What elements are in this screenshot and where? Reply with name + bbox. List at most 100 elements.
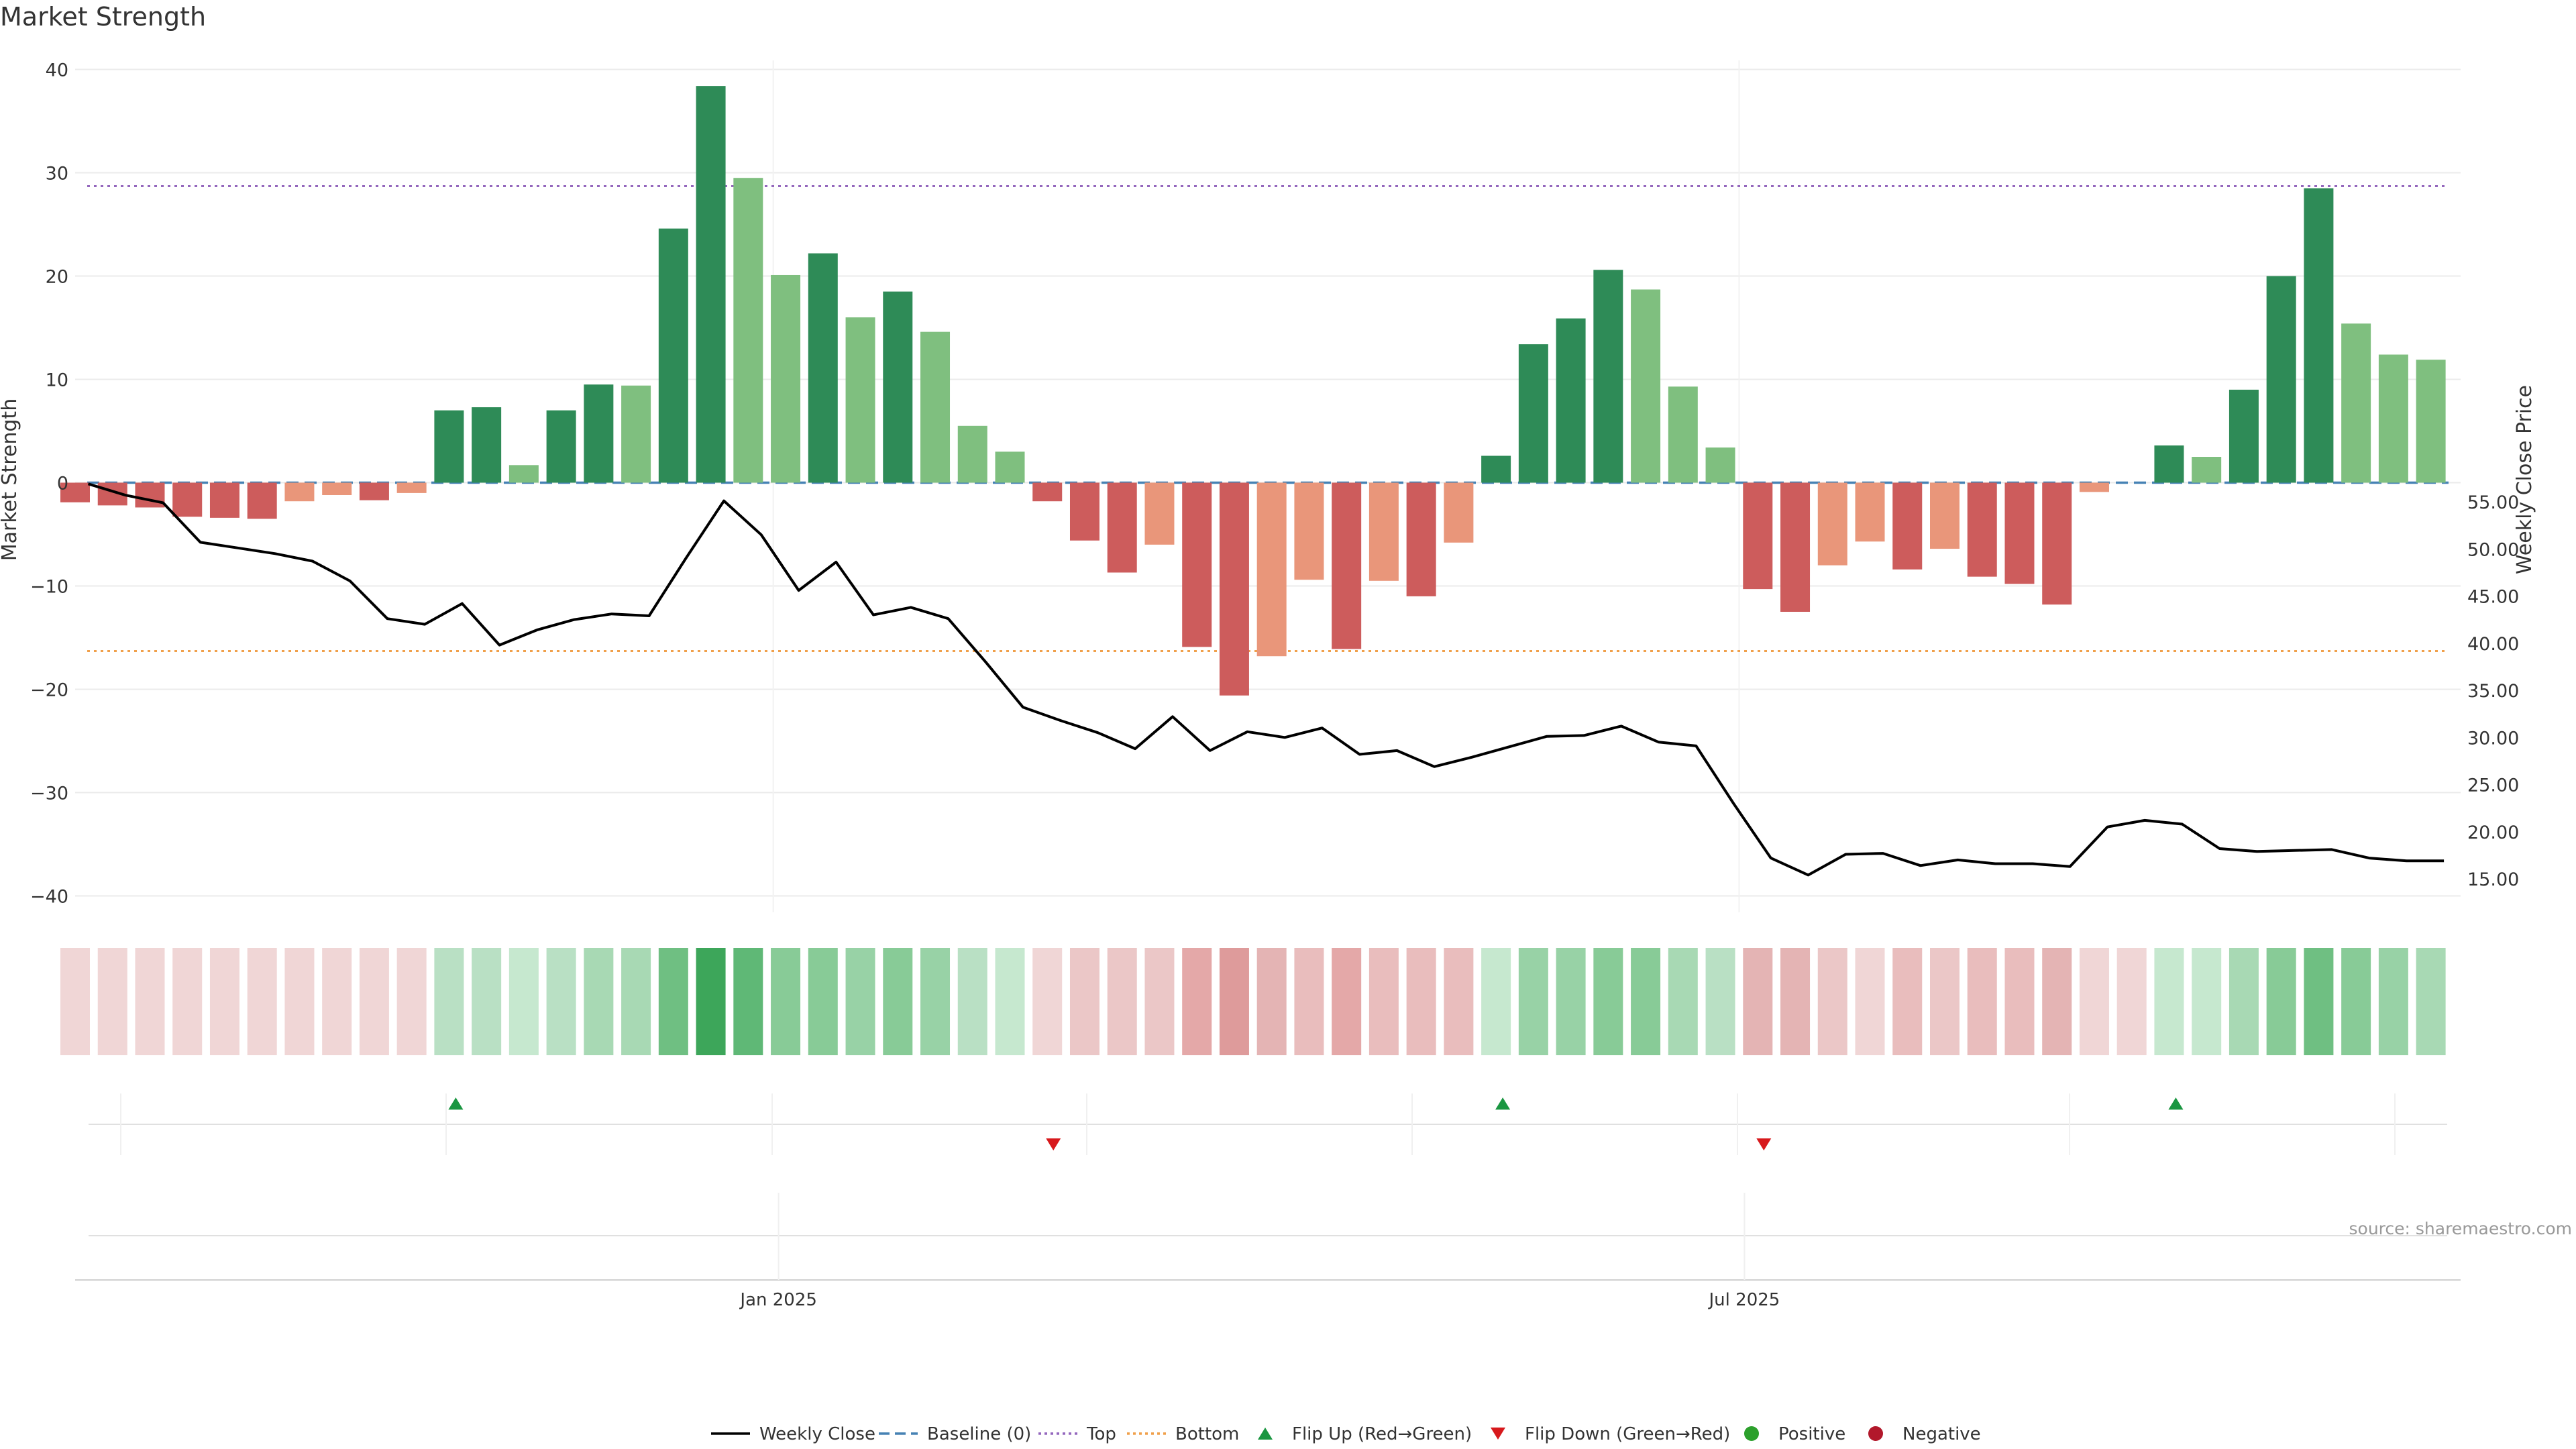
strength-bar [883,291,913,483]
strength-bar [2004,482,2035,584]
y-tick-label: 40 [46,60,68,81]
strength-strip-cell [658,948,688,1055]
strength-bar [1144,482,1175,545]
x-tick-label: Jul 2025 [1708,1290,1780,1310]
strength-bar [1743,482,1773,590]
strength-strip-cell [1743,948,1773,1055]
strength-bar [696,86,726,483]
strength-strip-cell [1107,948,1137,1055]
strength-strip-cell [1556,948,1586,1055]
y-tick-label: 10 [46,370,68,391]
strength-bar [1107,482,1137,573]
strength-strip-cell [97,948,127,1055]
strength-bar [1855,482,1885,542]
strength-bar [60,482,90,502]
y2-tick-label: 20.00 [2467,822,2519,843]
legend-label: Negative [1902,1424,1981,1444]
y-tick-label: −40 [30,887,68,908]
strength-strip-cell [209,948,239,1055]
strength-strip-cell [2154,948,2184,1055]
flip-up-marker [1495,1097,1511,1110]
legend-label: Top [1086,1424,1116,1444]
strength-bar [2154,445,2184,483]
strength-bar [135,482,165,508]
strength-bar [172,482,203,517]
strength-strip-cell [247,948,277,1055]
y2-tick-label: 15.00 [2467,869,2519,890]
strength-strip-cell [696,948,726,1055]
strength-bar [1705,447,1735,483]
strength-strip-cell [2378,948,2408,1055]
strength-strip-cell [1481,948,1511,1055]
flip-up-marker [448,1097,464,1110]
strength-strip-cell [434,948,464,1055]
strength-strip-cell [957,948,987,1055]
legend-label: Flip Down (Green→Red) [1525,1424,1730,1444]
strength-strip-cell [1668,948,1698,1055]
strength-strip-cell [771,948,801,1055]
y2-tick-label: 40.00 [2467,634,2519,655]
strength-bar [2229,389,2259,483]
strength-bar [771,274,801,483]
strength-bar [1032,482,1063,502]
strength-bar [1631,289,1661,483]
flip-down-marker [1756,1138,1772,1150]
y-tick-label: 0 [57,474,68,494]
strength-strip-cell [2304,948,2334,1055]
strength-strip-cell [2341,948,2371,1055]
strength-bar [546,410,576,483]
strength-bar [1481,455,1511,483]
flip-up-marker [2168,1097,2184,1110]
strength-strip-cell [2004,948,2035,1055]
strength-strip-cell [1930,948,1960,1055]
strength-bar [472,407,502,483]
strength-strip-cell [920,948,951,1055]
legend: Weekly Close Baseline (0) Top Bottom Flip Up… [711,1424,1981,1444]
strength-bar [845,317,875,483]
strength-bar [1406,482,1436,596]
strength-bar [2378,354,2408,483]
axis-tick-labels: 40 30 20 10 0 −10 −20 −30 −40 55.00 50.00 45.00 40.0… [30,60,2519,1311]
strength-strip-cell [2229,948,2259,1055]
strength-strip-cell [883,948,913,1055]
strength-bar [247,482,277,519]
strength-strip-cell [1182,948,1212,1055]
strength-strip-cell [1631,948,1661,1055]
strength-strip-cell [1967,948,1997,1055]
strength-bar [995,451,1025,483]
legend-label: Flip Up (Red→Green) [1292,1424,1472,1444]
strength-strip-cell [621,948,651,1055]
strength-bar [1593,270,1623,483]
strength-strip-cell [2192,948,2222,1055]
strength-bar [284,482,315,502]
strength-strip-cell [1518,948,1548,1055]
strength-strip-cell [1256,948,1287,1055]
chart-title: Market Strength [0,2,206,32]
secondary-y-axis-label: Weekly Close Price [2513,385,2536,574]
strength-bar [1668,386,1698,483]
strength-bar [808,253,838,483]
strength-strip-cell [1593,948,1623,1055]
strength-strip-cell [1368,948,1399,1055]
strength-bar [658,228,688,483]
weekly-close-line [87,482,2445,877]
strength-strip-cell [733,948,763,1055]
strength-bar [2266,276,2296,483]
strength-bar [359,482,389,500]
strength-strip-cell [322,948,352,1055]
y-tick-label: 20 [46,267,68,288]
strength-bar [1444,482,1474,543]
strength-strip-cell [995,948,1025,1055]
strength-strip-cell [1406,948,1436,1055]
strength-strip-cell [172,948,203,1055]
y2-tick-label: 30.00 [2467,728,2519,749]
strength-strip-cell [546,948,576,1055]
y2-tick-label: 35.00 [2467,681,2519,702]
strength-bar [957,425,987,483]
strength-strip-cell [1032,948,1063,1055]
strength-bars [60,86,2446,696]
y-tick-label: 30 [46,164,68,184]
strength-strip-cell [60,948,90,1055]
strength-strip-cell [2079,948,2109,1055]
strength-strip-cell [1705,948,1735,1055]
